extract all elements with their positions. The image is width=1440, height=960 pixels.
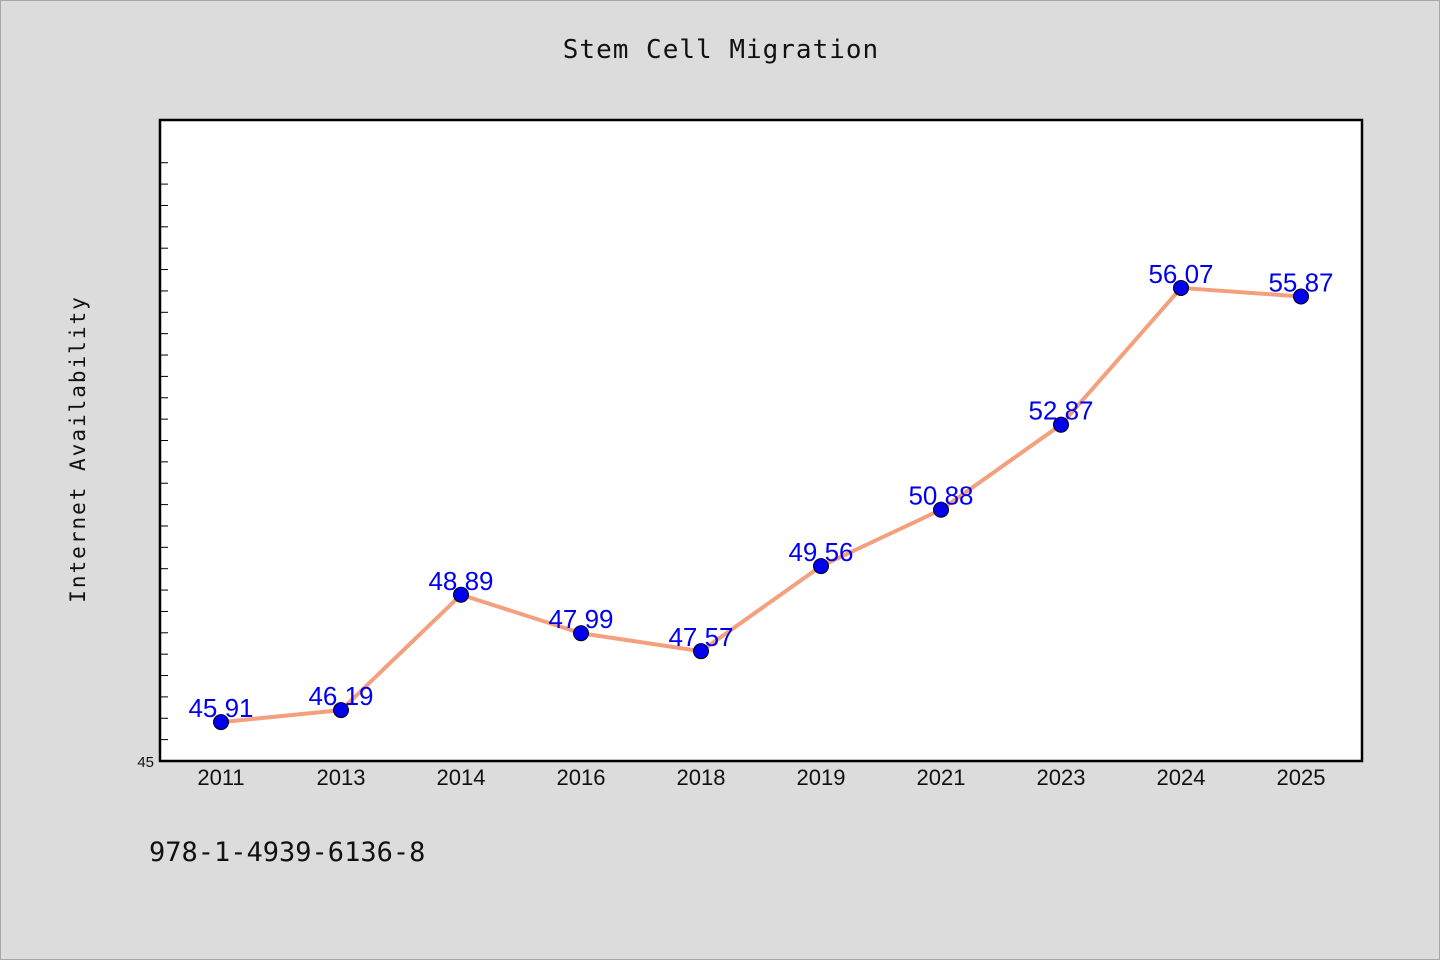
- data-label: 49.56: [788, 537, 853, 567]
- data-label: 55.87: [1268, 267, 1333, 297]
- data-label: 50.88: [908, 481, 973, 511]
- x-tick-label: 2023: [1037, 765, 1086, 790]
- data-point: [693, 643, 709, 660]
- data-label: 46.19: [308, 681, 373, 711]
- data-point: [813, 558, 829, 575]
- data-point: [1173, 279, 1189, 296]
- data-label: 47.57: [668, 622, 733, 652]
- x-tick-label: 2014: [437, 765, 486, 790]
- data-markers: [213, 279, 1309, 731]
- x-tick-label: 2018: [677, 765, 726, 790]
- chart-title: Stem Cell Migration: [562, 35, 880, 65]
- x-tick-label: 2025: [1277, 765, 1326, 790]
- data-labels: 45.91 46.19 48.89 47.99 47.57 49.56 50.88 52.87…: [188, 259, 1333, 723]
- data-point: [453, 586, 469, 603]
- data-label: 45.91: [188, 693, 253, 723]
- data-label: 47.99: [548, 604, 613, 634]
- plot-area: [158, 118, 1364, 763]
- x-tick-label: 2011: [197, 765, 244, 790]
- x-tick-label: 2016: [557, 765, 606, 790]
- x-axis-tick-labels: 2011 2013 2014 2016 2018 2019 2021 2023 2024 2025: [197, 765, 1325, 790]
- data-point: [213, 714, 229, 731]
- x-tick-label: 2019: [797, 765, 846, 790]
- data-point: [1053, 416, 1069, 433]
- isbn-label: 978-1-4939-6136-8: [149, 837, 426, 868]
- x-tick-label: 2013: [317, 765, 366, 790]
- data-point: [573, 625, 589, 642]
- data-point: [933, 501, 949, 518]
- x-tick-label: 2021: [917, 765, 966, 790]
- y-axis-ticks: [160, 162, 168, 741]
- data-label: 56.07: [1148, 259, 1213, 289]
- data-point: [1293, 288, 1309, 305]
- data-label: 52.87: [1028, 396, 1093, 426]
- x-tick-label: 2024: [1157, 765, 1206, 790]
- data-label: 48.89: [428, 566, 493, 596]
- y-tick-label: 45: [137, 754, 154, 771]
- series-line: [219, 285, 1303, 725]
- data-point: [333, 702, 349, 719]
